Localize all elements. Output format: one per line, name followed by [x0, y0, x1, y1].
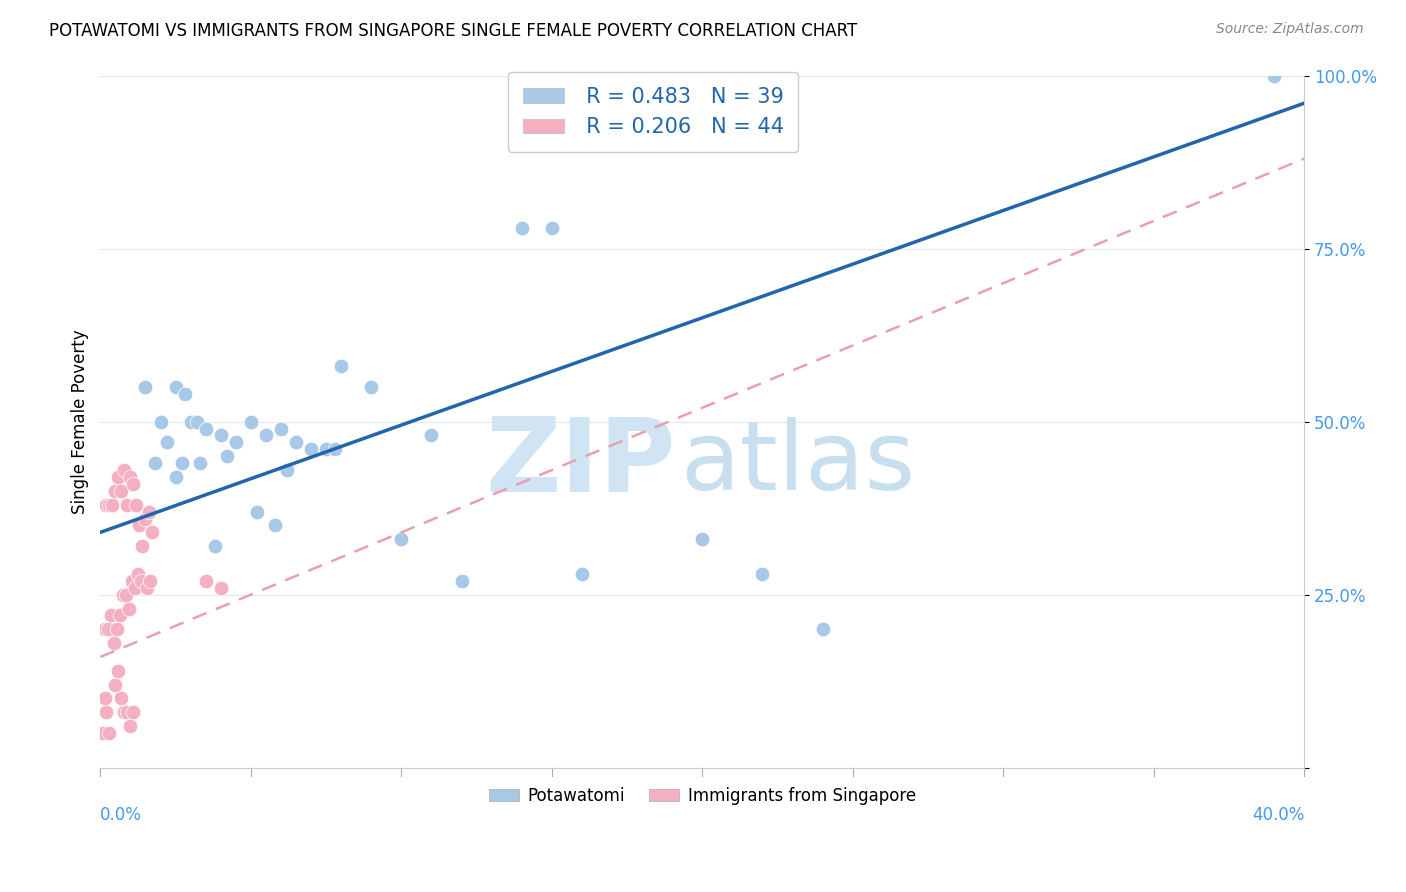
- Point: [96, 498, 118, 512]
- Point: [450, 574, 472, 588]
- Point: [98, 498, 121, 512]
- Point: [129, 574, 152, 588]
- Legend: Potawatomi, Immigrants from Singapore: Potawatomi, Immigrants from Singapore: [482, 780, 922, 812]
- Point: [122, 706, 145, 720]
- Point: [299, 442, 322, 457]
- Point: [110, 483, 132, 498]
- Point: [170, 456, 193, 470]
- Point: [571, 566, 593, 581]
- Text: atlas: atlas: [681, 417, 915, 509]
- Point: [186, 415, 208, 429]
- Point: [111, 588, 134, 602]
- Point: [120, 470, 142, 484]
- Point: [96, 706, 118, 720]
- Text: 40.0%: 40.0%: [1251, 805, 1305, 824]
- Point: [141, 525, 163, 540]
- Point: [315, 442, 337, 457]
- Point: [134, 380, 156, 394]
- Point: [285, 435, 308, 450]
- Text: ZIP: ZIP: [485, 413, 676, 514]
- Point: [105, 622, 128, 636]
- Point: [94, 691, 117, 706]
- Point: [127, 566, 149, 581]
- Point: [330, 359, 353, 374]
- Y-axis label: Single Female Poverty: Single Female Poverty: [72, 329, 89, 514]
- Point: [751, 566, 773, 581]
- Point: [104, 678, 127, 692]
- Point: [143, 456, 166, 470]
- Point: [124, 581, 146, 595]
- Point: [188, 456, 211, 470]
- Point: [128, 518, 150, 533]
- Point: [165, 470, 187, 484]
- Point: [194, 421, 217, 435]
- Point: [1263, 69, 1285, 83]
- Point: [225, 435, 247, 450]
- Point: [107, 470, 129, 484]
- Point: [215, 449, 238, 463]
- Point: [101, 498, 124, 512]
- Point: [93, 726, 115, 740]
- Point: [112, 706, 135, 720]
- Point: [94, 622, 117, 636]
- Text: 0.0%: 0.0%: [100, 805, 142, 824]
- Point: [136, 581, 159, 595]
- Point: [125, 498, 148, 512]
- Point: [323, 442, 346, 457]
- Point: [122, 476, 145, 491]
- Point: [112, 463, 135, 477]
- Point: [389, 533, 412, 547]
- Point: [276, 463, 298, 477]
- Point: [246, 505, 269, 519]
- Point: [107, 664, 129, 678]
- Point: [98, 726, 121, 740]
- Point: [811, 622, 834, 636]
- Point: [540, 220, 562, 235]
- Point: [118, 601, 141, 615]
- Point: [131, 539, 153, 553]
- Point: [110, 691, 132, 706]
- Point: [115, 588, 138, 602]
- Point: [149, 415, 172, 429]
- Point: [209, 581, 232, 595]
- Point: [254, 428, 277, 442]
- Point: [134, 511, 156, 525]
- Point: [690, 533, 713, 547]
- Point: [120, 719, 142, 733]
- Point: [173, 387, 195, 401]
- Point: [103, 636, 125, 650]
- Point: [120, 470, 142, 484]
- Point: [165, 380, 187, 394]
- Point: [180, 415, 202, 429]
- Point: [270, 421, 292, 435]
- Point: [117, 498, 139, 512]
- Point: [194, 574, 217, 588]
- Point: [420, 428, 443, 442]
- Point: [100, 608, 122, 623]
- Point: [204, 539, 226, 553]
- Point: [138, 505, 160, 519]
- Point: [239, 415, 262, 429]
- Point: [104, 483, 127, 498]
- Point: [121, 574, 143, 588]
- Text: POTAWATOMI VS IMMIGRANTS FROM SINGAPORE SINGLE FEMALE POVERTY CORRELATION CHART: POTAWATOMI VS IMMIGRANTS FROM SINGAPORE …: [49, 22, 858, 40]
- Point: [264, 518, 287, 533]
- Point: [97, 622, 120, 636]
- Point: [360, 380, 382, 394]
- Point: [510, 220, 533, 235]
- Point: [209, 428, 232, 442]
- Point: [139, 574, 162, 588]
- Point: [117, 706, 139, 720]
- Point: [108, 608, 131, 623]
- Text: Source: ZipAtlas.com: Source: ZipAtlas.com: [1216, 22, 1364, 37]
- Point: [155, 435, 177, 450]
